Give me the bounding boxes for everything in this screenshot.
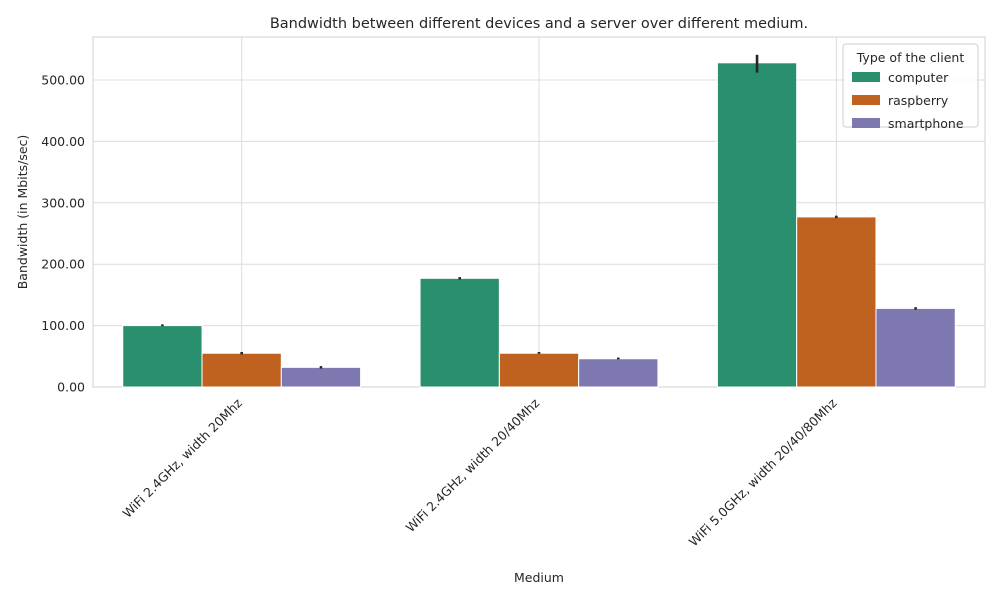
legend-title: Type of the client <box>856 50 965 65</box>
x-tick-label: WiFi 2.4GHz, width 20/40Mhz <box>403 395 543 535</box>
bar-computer <box>419 277 500 388</box>
y-axis-label: Bandwidth (in Mbits/sec) <box>15 135 30 290</box>
bar-computer <box>122 325 203 388</box>
legend: Type of the client computer raspberry smar… <box>842 43 979 131</box>
bar-smartphone <box>578 358 659 388</box>
chart-title: Bandwidth between different devices and … <box>270 16 808 32</box>
legend-swatch-raspberry <box>852 95 880 105</box>
x-tick-label: WiFi 2.4GHz, width 20Mhz <box>120 395 246 521</box>
legend-label-raspberry: raspberry <box>888 93 949 108</box>
bar-smartphone <box>280 366 362 388</box>
y-tick-label: 200.00 <box>41 257 85 272</box>
y-tick-label: 300.00 <box>41 195 85 210</box>
y-tick-label: 500.00 <box>41 72 85 87</box>
bar-raspberry <box>498 352 580 388</box>
y-tick-label: 100.00 <box>41 318 85 333</box>
bars <box>122 54 956 388</box>
y-tick-label: 400.00 <box>41 134 85 149</box>
bar-raspberry <box>201 352 282 388</box>
legend-label-smartphone: smartphone <box>888 116 964 131</box>
y-tick-label: 0.00 <box>57 380 85 395</box>
legend-swatch-computer <box>852 72 880 82</box>
x-axis-label: Medium <box>514 570 564 585</box>
legend-box <box>842 43 979 128</box>
bar-computer <box>716 62 798 388</box>
bar-raspberry <box>796 216 877 388</box>
bar-smartphone <box>875 307 956 388</box>
legend-swatch-smartphone <box>852 118 880 128</box>
x-tick-label: WiFi 5.0GHz, width 20/40/80Mhz <box>686 395 840 549</box>
legend-label-computer: computer <box>888 70 949 85</box>
